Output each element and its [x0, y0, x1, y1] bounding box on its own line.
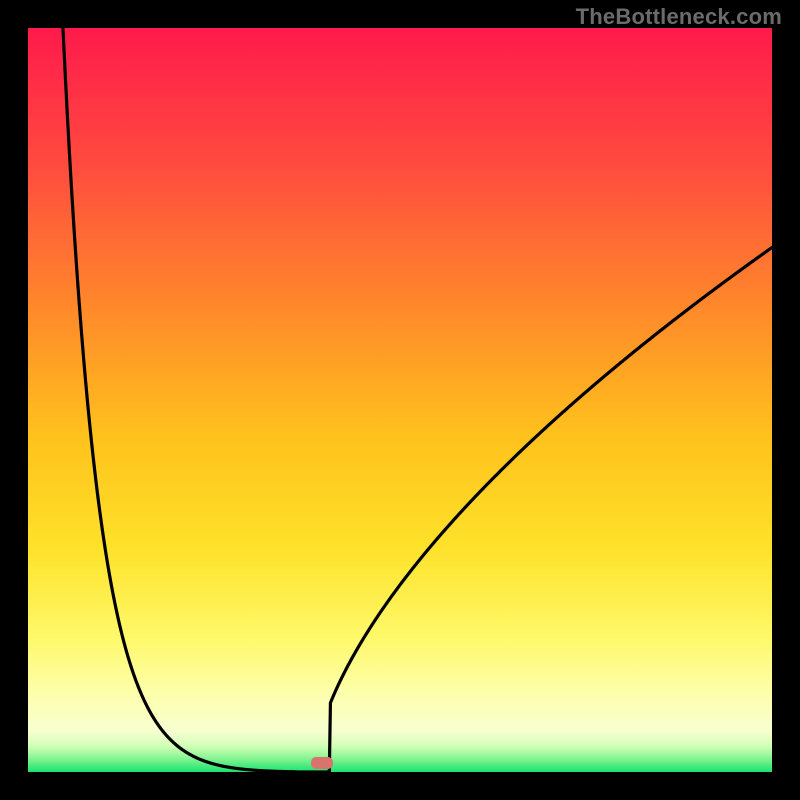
bottleneck-curve [63, 28, 772, 772]
bottleneck-curve-svg [28, 28, 772, 772]
plot-area [28, 28, 772, 772]
watermark-text: TheBottleneck.com [576, 4, 782, 30]
chart-frame: TheBottleneck.com [0, 0, 800, 800]
minimum-marker [311, 757, 333, 769]
